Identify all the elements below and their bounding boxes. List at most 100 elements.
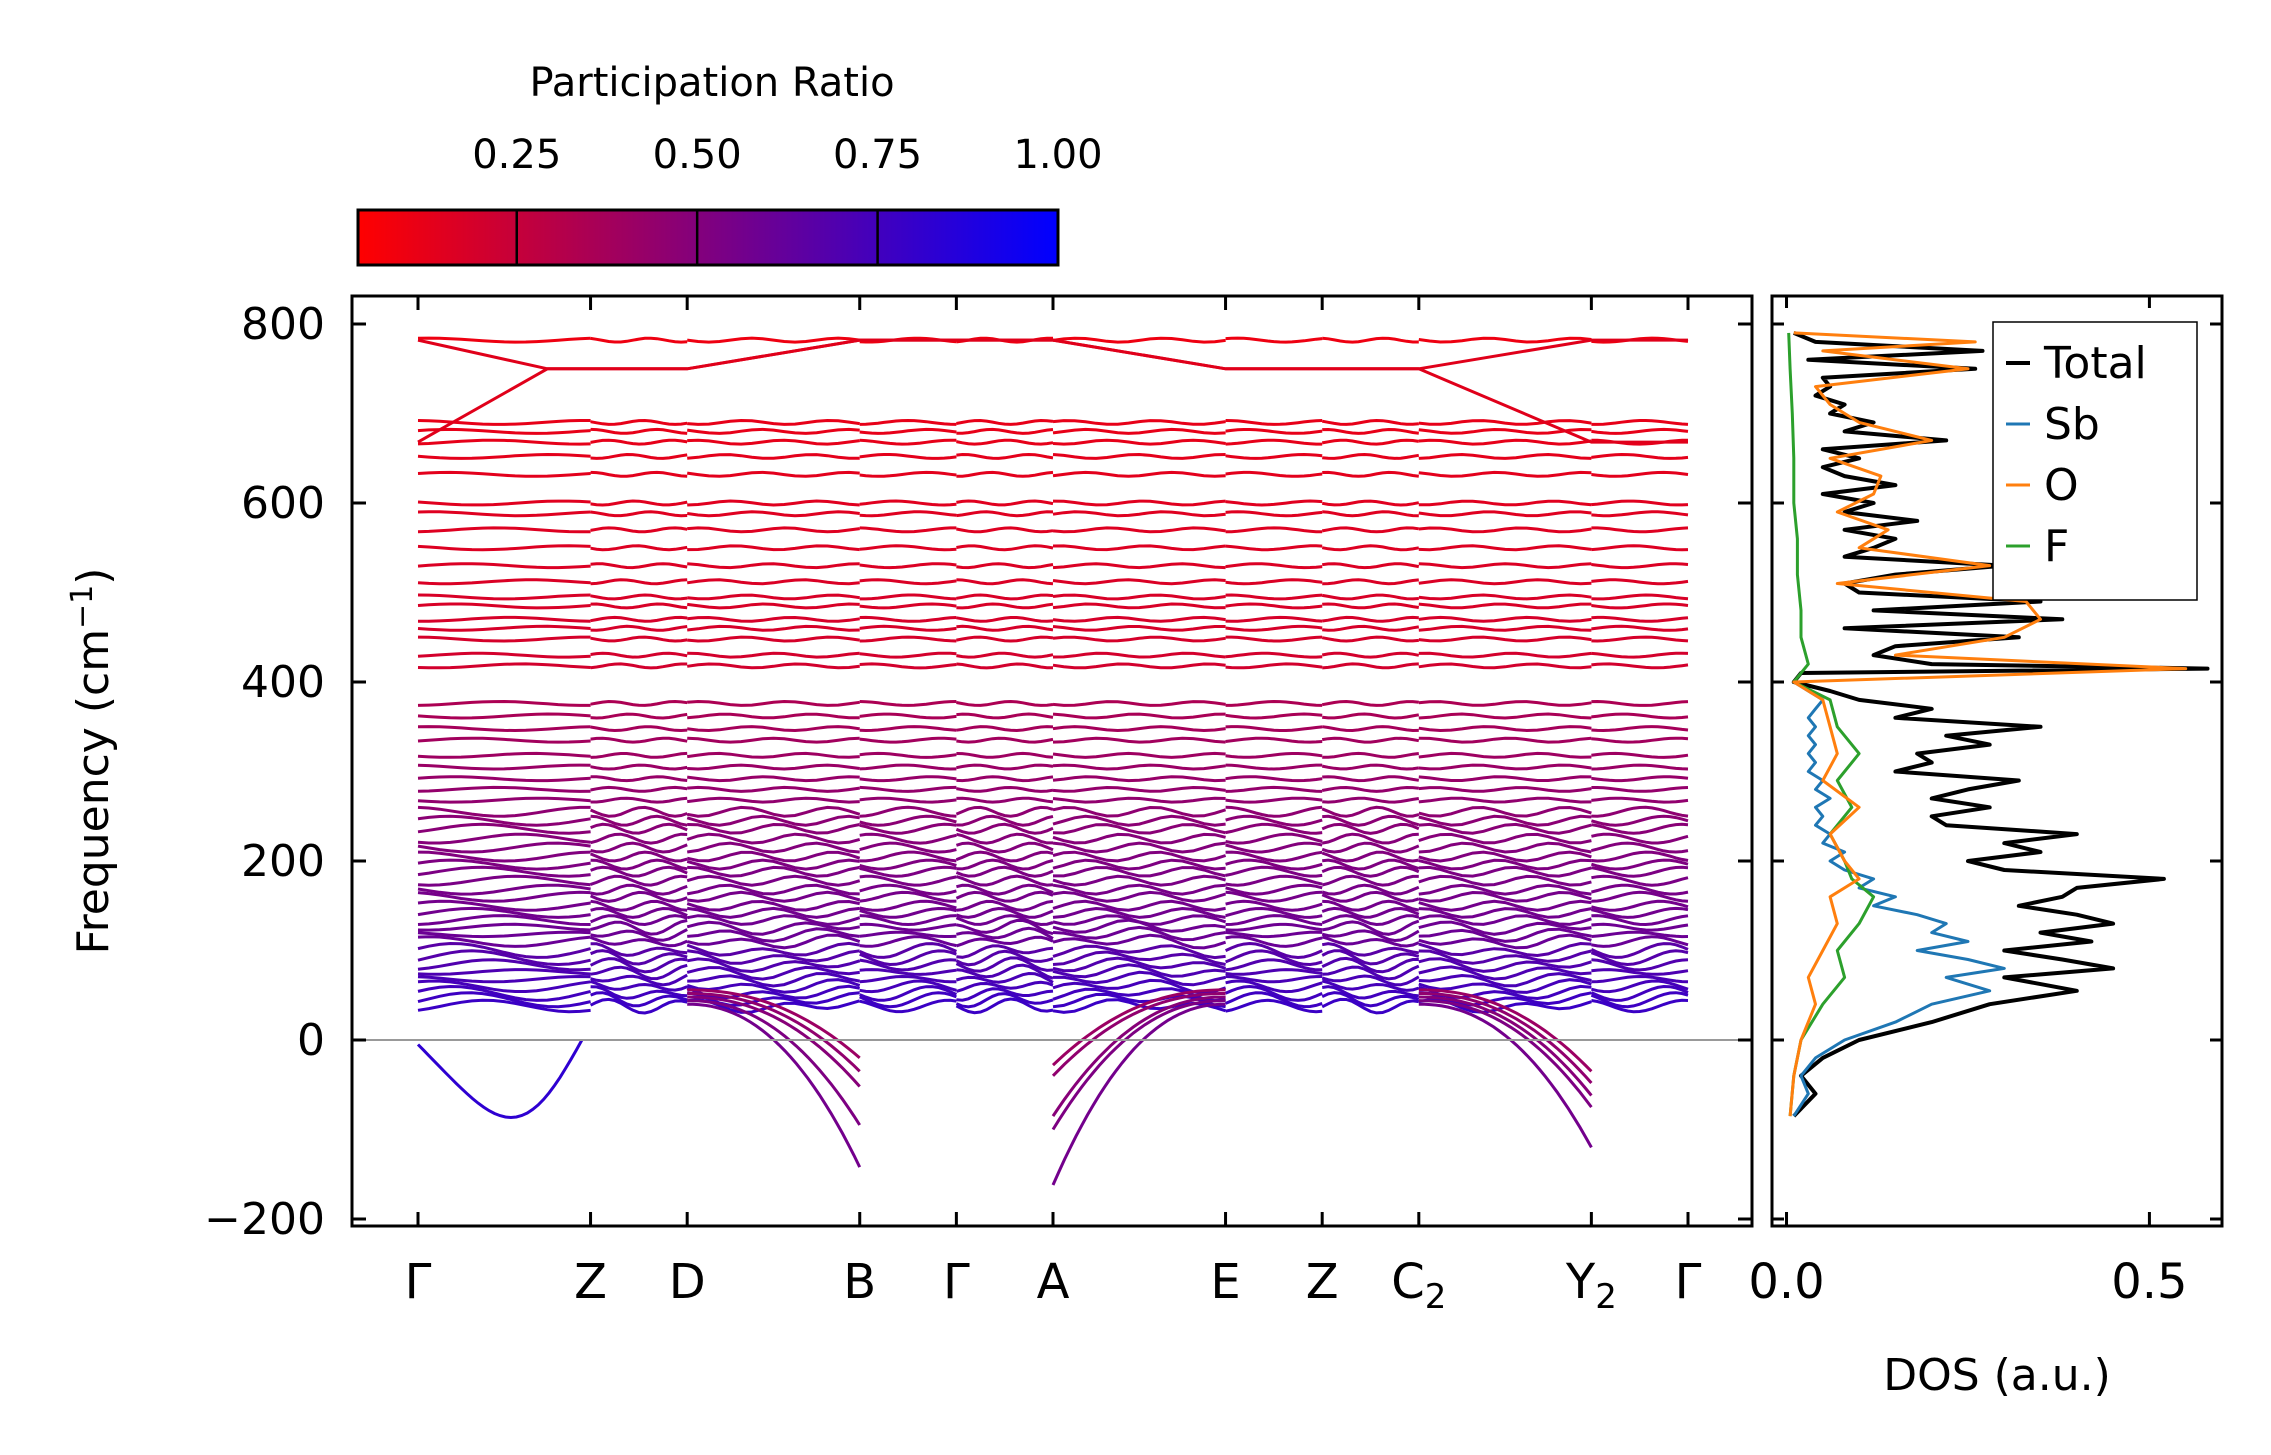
phonon-band [1052, 763, 1226, 771]
phonon-band [859, 822, 957, 835]
phonon-band [859, 602, 957, 610]
phonon-band [417, 336, 591, 344]
phonon-band [1225, 922, 1323, 932]
legend-label-sb: Sb [2044, 399, 2100, 450]
dos-x-axis-label: DOS (a.u.) [1883, 1350, 2111, 1401]
phonon-band [1591, 899, 1689, 912]
phonon-band [1052, 956, 1227, 973]
phonon-band [1225, 428, 1323, 435]
phonon-band [590, 615, 688, 623]
phonon-band [1322, 985, 1419, 1000]
phonon-band [417, 935, 591, 948]
phonon-band [417, 841, 591, 854]
phonon-band [1052, 526, 1226, 534]
phonon-band [956, 796, 1054, 804]
phonon-band [1591, 890, 1689, 903]
phonon-band [955, 890, 1054, 903]
phonon-band [1052, 452, 1226, 460]
phonon-band [590, 874, 688, 887]
phonon-band [1225, 602, 1323, 610]
phonon-band [859, 814, 957, 827]
phonon-band [859, 935, 957, 948]
phonon-band [417, 858, 591, 871]
y-tick-label: 400 [241, 657, 325, 708]
phonon-band [1052, 963, 1226, 979]
soft-mode [1051, 995, 1226, 1117]
phonon-band [590, 712, 688, 720]
phonon-band [1321, 914, 1420, 927]
phonon-band [1053, 866, 1226, 878]
phonon-band [1225, 336, 1323, 344]
phonon-band [859, 850, 957, 863]
phonon-band [955, 822, 1054, 835]
phonon-band [955, 949, 1054, 967]
phonon-band [956, 510, 1054, 518]
phonon-band [1591, 602, 1689, 610]
phonon-band [417, 805, 591, 818]
phonon-band [956, 926, 1054, 940]
phonon-band [1591, 935, 1689, 948]
phonon-band [956, 832, 1053, 845]
phonon-band [418, 615, 591, 623]
phonon-band [1052, 906, 1226, 919]
phonon-band [1418, 933, 1592, 950]
phonon-band [687, 822, 861, 835]
phonon-band [687, 624, 860, 632]
k-point-label: Γ [1675, 1254, 1702, 1310]
phonon-band [1225, 949, 1323, 967]
phonon-band [1052, 890, 1227, 903]
phonon-band [687, 927, 860, 943]
phonon-band [1052, 336, 1226, 344]
phonon-band [956, 602, 1054, 610]
phonon-band [590, 841, 688, 854]
phonon-band [1418, 499, 1592, 507]
phonon-band [1418, 544, 1592, 552]
phonon-band [686, 978, 861, 994]
phonon-band [1591, 593, 1689, 601]
phonon-band [1321, 949, 1420, 966]
phonon-band [687, 602, 860, 610]
y-tick-label: 0 [297, 1015, 325, 1066]
phonon-band [859, 883, 957, 896]
phonon-band [1225, 890, 1323, 903]
band-lines [416, 336, 1689, 1186]
phonon-band [859, 615, 957, 623]
phonon-band [1321, 526, 1419, 534]
phonon-band [687, 865, 860, 878]
phonon-band [1225, 438, 1323, 446]
phonon-band [859, 662, 957, 670]
phonon-band [859, 438, 957, 446]
soft-mode [687, 995, 861, 1088]
phonon-band [1052, 438, 1226, 446]
phonon-band [687, 336, 860, 344]
phonon-band [417, 338, 1688, 444]
phonon-band [1321, 438, 1420, 446]
soft-mode [1418, 999, 1593, 1109]
phonon-band [417, 775, 591, 783]
phonon-band [859, 796, 957, 804]
phonon-band [1591, 979, 1689, 994]
phonon-band [1418, 805, 1592, 818]
phonon-band [686, 906, 860, 919]
phonon-band [590, 418, 688, 426]
phonon-band [1052, 933, 1227, 950]
phonon-band [1591, 763, 1689, 771]
phonon-band [1225, 998, 1323, 1014]
phonon-band [1591, 786, 1689, 793]
phonon-band [590, 919, 688, 936]
phonon-band [590, 963, 688, 981]
phonon-band [590, 775, 688, 783]
phonon-band [417, 751, 591, 759]
phonon-band [956, 944, 1054, 959]
phonon-band [1225, 991, 1323, 1009]
phonon-band [590, 736, 688, 744]
phonon-band [1591, 725, 1689, 733]
phonon-band [1225, 635, 1323, 643]
phonon-band [590, 890, 688, 903]
phonon-band [1321, 890, 1420, 903]
dos-frame [1770, 294, 2224, 1228]
phonon-band [1225, 914, 1323, 926]
phonon-band [1052, 950, 1226, 966]
phonon-band [417, 998, 591, 1014]
phonon-band [1225, 419, 1323, 426]
